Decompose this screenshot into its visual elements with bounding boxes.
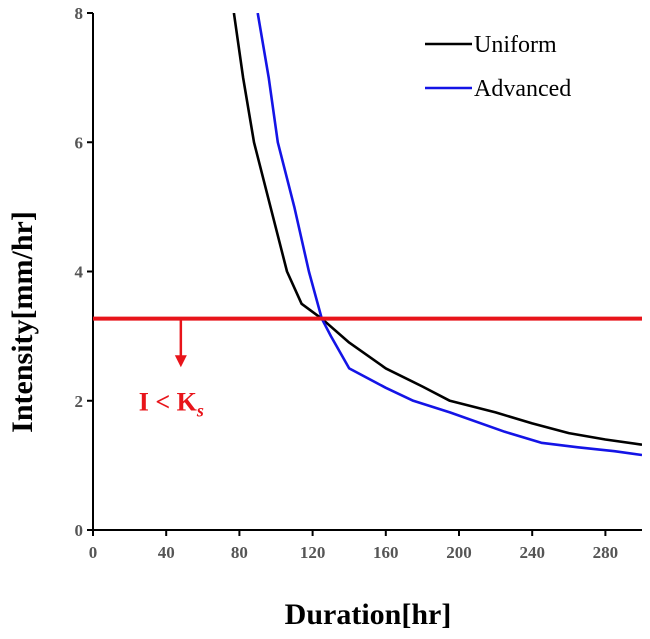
series-line-advanced (256, 13, 642, 457)
y-tick-label: 4 (75, 263, 84, 282)
x-tick-label: 120 (300, 543, 326, 562)
legend-label-uniform: Uniform (474, 32, 557, 58)
annotation-main: I < K (139, 387, 198, 416)
x-axis-title: Duration[hr] (285, 598, 452, 631)
threshold-arrow-head (174, 355, 187, 368)
plot-area: 0 40 80 120 160 200 240 280 0 2 4 6 8 (75, 4, 642, 562)
y-tick-label: 6 (75, 133, 84, 152)
y-tick-label: 0 (75, 521, 84, 540)
x-tick-label: 40 (158, 543, 175, 562)
x-tick-label: 280 (593, 543, 619, 562)
y-tick-label: 2 (75, 392, 84, 411)
x-tick-label: 200 (446, 543, 472, 562)
x-tick-label: 160 (373, 543, 399, 562)
y-tick-label: 8 (75, 4, 84, 23)
x-tick-label: 0 (89, 543, 98, 562)
legend-label-advanced: Advanced (474, 76, 571, 102)
annotation-subscript: s (196, 400, 204, 420)
y-axis-title: Intensity[mm/hr] (6, 211, 39, 433)
annotation-label: I < Ks (139, 387, 204, 420)
series-line-uniform (232, 13, 642, 446)
x-tick-label: 240 (519, 543, 545, 562)
x-tick-label: 80 (231, 543, 248, 562)
legend: Uniform Advanced (425, 32, 571, 102)
